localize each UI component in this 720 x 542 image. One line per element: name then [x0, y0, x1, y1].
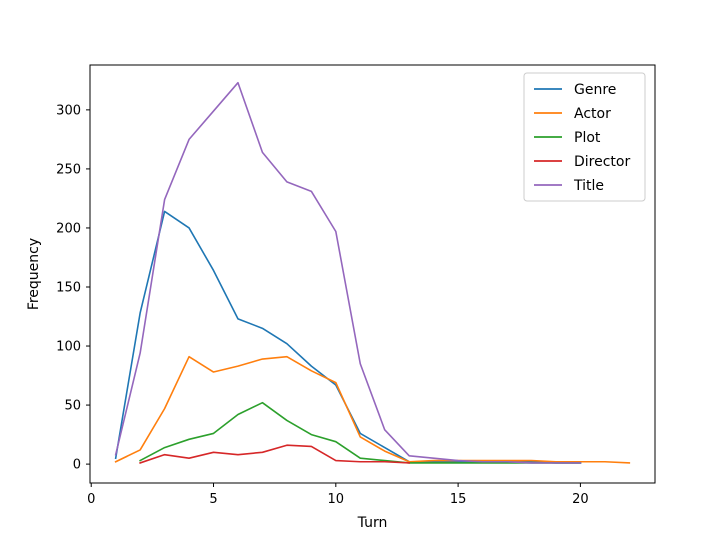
series-line-genre	[114, 210, 582, 464]
y-tick-label: 300	[56, 103, 81, 118]
legend-label: Plot	[574, 130, 601, 146]
x-tick-label: 15	[450, 492, 467, 507]
x-tick-label: 10	[328, 492, 345, 507]
legend-box	[523, 72, 646, 202]
legend: Genre Actor Plot Director Title	[523, 72, 646, 202]
y-axis-ticks: 0 50 100 150 200 250 300	[56, 103, 90, 473]
y-axis-label: Frequency	[26, 238, 42, 310]
x-tick-label: 0	[87, 492, 95, 507]
plot-frame	[89, 64, 656, 484]
y-tick-label: 0	[73, 458, 81, 473]
x-tick-label: 20	[572, 492, 589, 507]
series-line-plot	[139, 401, 582, 464]
x-tick-label: 5	[209, 492, 217, 507]
legend-label: Actor	[574, 106, 611, 122]
legend-label: Director	[574, 154, 630, 170]
y-tick-label: 50	[64, 399, 81, 414]
x-axis-label: Turn	[357, 515, 388, 531]
y-tick-label: 250	[56, 162, 81, 177]
legend-label: Title	[573, 178, 604, 194]
y-tick-label: 150	[56, 280, 81, 295]
series-line-actor	[114, 355, 631, 464]
legend-label: Genre	[574, 82, 616, 98]
y-tick-label: 100	[56, 340, 81, 355]
series-line-title	[114, 81, 582, 464]
series-line-director	[139, 444, 411, 464]
series-lines	[114, 81, 631, 464]
y-tick-label: 200	[56, 221, 81, 236]
x-axis-ticks: 0 5 10 15 20	[87, 483, 589, 507]
